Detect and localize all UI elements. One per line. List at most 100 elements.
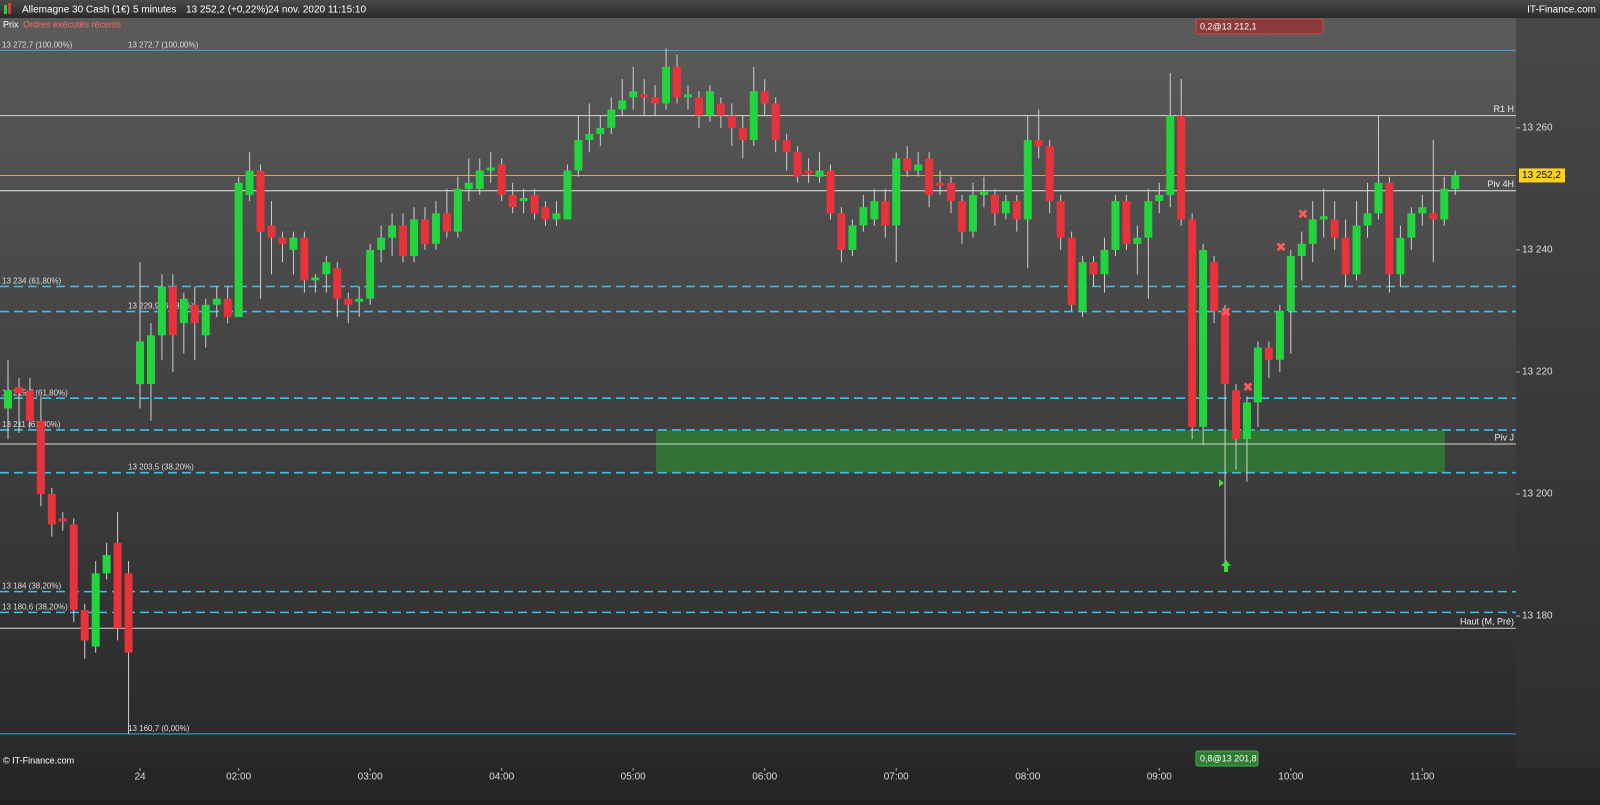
candle-body — [1363, 213, 1372, 226]
level-label: Piv 4H — [1487, 179, 1514, 189]
candle-body — [629, 91, 638, 98]
icon — [4, 5, 7, 14]
candle-body — [442, 213, 451, 232]
level-label: 13 234 (61,80%) — [2, 277, 61, 286]
x-tick-label: 05:00 — [621, 772, 646, 783]
x-marker: ✖ — [1221, 304, 1232, 319]
candle-body — [1166, 115, 1175, 195]
candle-body — [344, 298, 353, 305]
candle-body — [1308, 219, 1317, 244]
candle-body — [36, 420, 45, 494]
candle-body — [388, 225, 397, 238]
tab[interactable]: Prix — [3, 19, 19, 29]
candle-body — [552, 213, 561, 220]
candle-body — [859, 207, 868, 226]
y-tick-label: 13 240 — [1522, 245, 1553, 256]
candle-body — [1144, 201, 1153, 238]
plot: 13 260 13 240 13 220 13 200 13 180 13 272,7 (… — [0, 40, 1565, 783]
candle-body — [25, 390, 34, 421]
x-tick-label: 09:00 — [1147, 772, 1172, 783]
x-marker: ✖ — [1243, 379, 1254, 394]
candle-body — [716, 103, 725, 116]
candle-body — [1188, 219, 1197, 427]
x-marker: ✖ — [1298, 206, 1309, 221]
candle-body — [420, 219, 429, 244]
x-tick-label: 10:00 — [1278, 772, 1303, 783]
instrument: Allemagne 30 Cash (1€) — [22, 5, 130, 16]
y-tick-label: 13 180 — [1522, 611, 1553, 622]
candle-body — [782, 140, 791, 153]
x-tick-label: 11:00 — [1410, 772, 1435, 783]
candle-body — [1199, 249, 1208, 427]
level-label: Haut (M, Pré) — [1460, 617, 1514, 627]
candle-body — [793, 152, 802, 177]
candle-body — [168, 286, 177, 336]
x-marker: ✖ — [1276, 239, 1287, 254]
candle-body — [760, 91, 769, 104]
candle-body — [1319, 216, 1328, 220]
candle-body — [1418, 207, 1427, 214]
candle-body — [1352, 225, 1361, 275]
candle-body — [1045, 146, 1054, 202]
candle-body — [1056, 201, 1065, 238]
candle-body — [607, 109, 616, 128]
candle-body — [1440, 188, 1449, 220]
candle-body — [903, 158, 912, 171]
candle-body — [1177, 115, 1186, 220]
candle-body — [1232, 390, 1240, 440]
candle-body — [223, 298, 232, 318]
candle-body — [102, 555, 111, 574]
candle-body — [1210, 262, 1219, 311]
zone — [656, 429, 1445, 473]
level-label: Piv J — [1494, 432, 1514, 442]
datetime: 24 nov. 2020 11:15:10 — [268, 5, 366, 16]
candle-body — [881, 201, 890, 226]
candle-body — [618, 100, 627, 110]
candle-body — [1122, 201, 1131, 244]
tab[interactable]: Ordres exécutés récents — [23, 19, 122, 29]
candle-body — [300, 237, 309, 281]
level-label: 13 272,7 (100,00%) — [2, 40, 73, 49]
candle-body — [541, 207, 550, 220]
x-tick-label: 06:00 — [752, 772, 777, 783]
candle-body — [1385, 182, 1394, 275]
candle-body — [497, 164, 506, 195]
candle-body — [1275, 310, 1284, 360]
level-label: 13 180,6 (38,20%) — [2, 602, 68, 611]
candle-body — [278, 237, 287, 244]
candle-body — [234, 182, 243, 318]
candle-body — [1155, 194, 1164, 202]
candle-body — [1023, 140, 1032, 220]
y-tick-label: 13 260 — [1522, 122, 1553, 133]
candle-body — [1253, 347, 1262, 403]
candle-body — [1407, 213, 1416, 238]
annotation: 0,8@13 201,8 — [1200, 753, 1257, 763]
candle-body — [585, 133, 594, 141]
level-label: 13 184 (38,20%) — [2, 582, 61, 591]
x-tick-label: 02:00 — [226, 772, 251, 783]
footer: © IT-Finance.com — [3, 755, 74, 765]
level-label: 13 203,5 (38,20%) — [128, 463, 194, 472]
candle-body — [355, 298, 364, 302]
annotation-box — [1195, 18, 1324, 35]
candle-body — [179, 298, 188, 324]
candle-body — [464, 182, 473, 189]
candle-body — [804, 170, 813, 174]
buy-marker — [1219, 479, 1224, 487]
candle-body — [475, 170, 484, 189]
candle-body — [410, 219, 418, 256]
candle-body — [684, 94, 692, 98]
candle-body — [519, 198, 528, 202]
candle-body — [815, 170, 824, 177]
quote: 13 252,2 (+0,22%) — [186, 5, 269, 16]
candle-body — [1100, 249, 1109, 275]
candle-body — [508, 194, 517, 208]
candle-body — [91, 573, 100, 647]
candle-body — [870, 201, 879, 220]
candle-body — [431, 213, 440, 244]
x-tick-label: 04:00 — [489, 772, 514, 783]
candle-body — [925, 158, 934, 195]
candle-body — [694, 97, 703, 116]
candle-body — [848, 225, 857, 250]
